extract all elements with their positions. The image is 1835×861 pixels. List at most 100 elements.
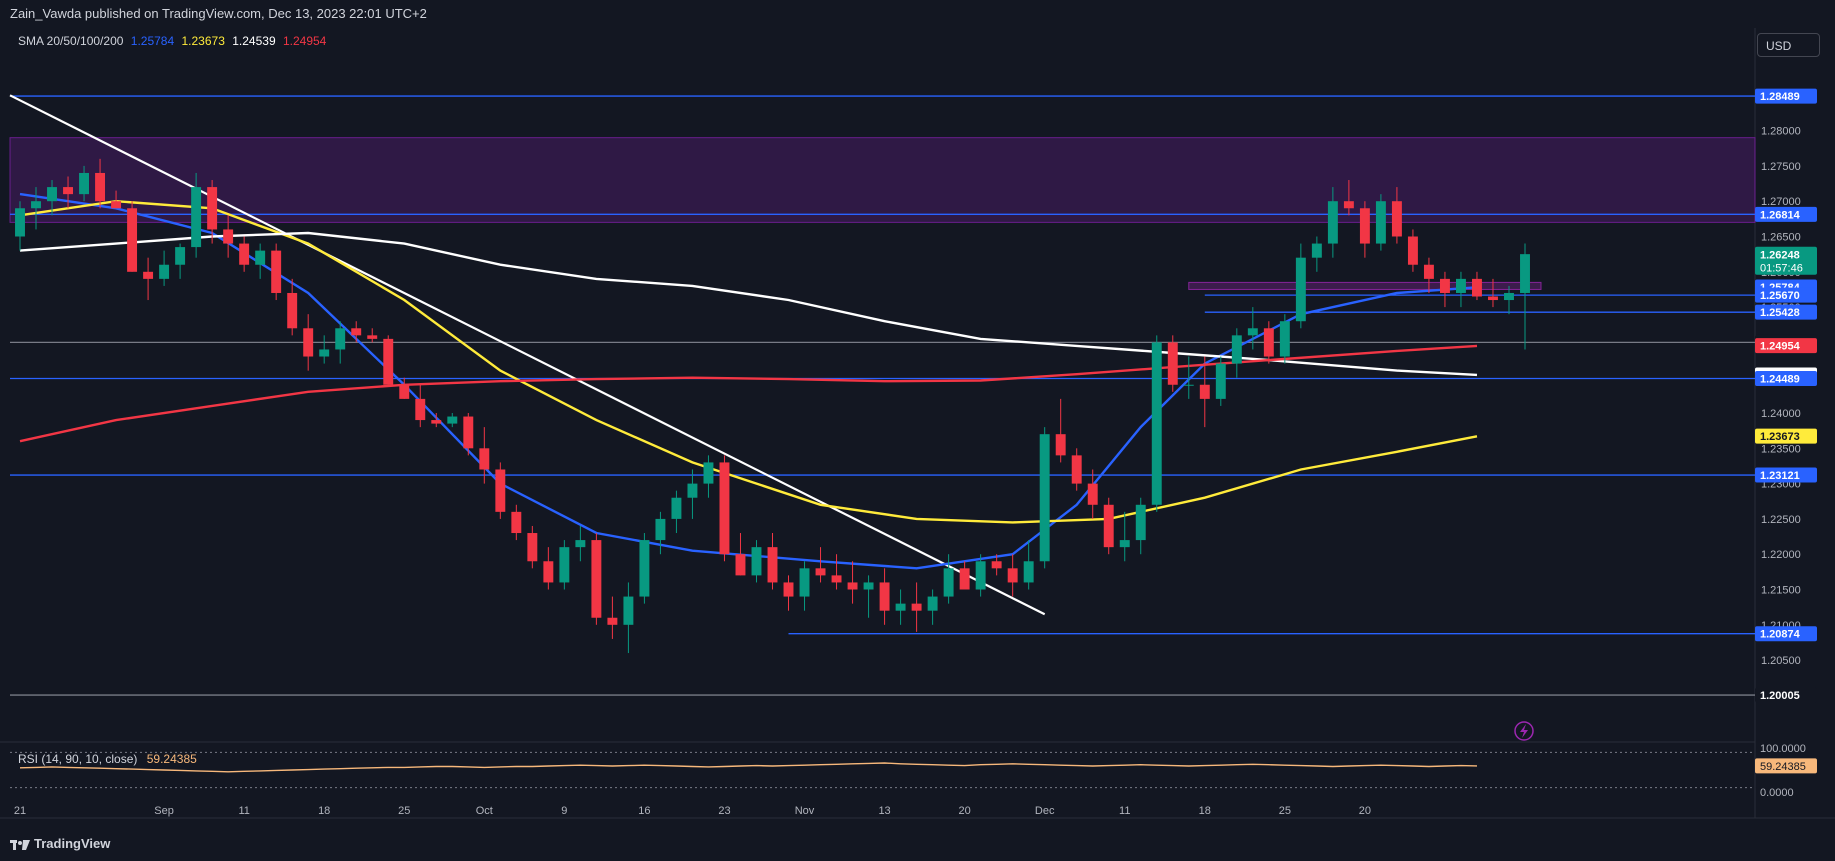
rsi-line[interactable] xyxy=(19,762,1478,773)
sma-legend[interactable]: SMA 20/50/100/200 1.25784 1.23673 1.2453… xyxy=(18,34,330,48)
candle[interactable] xyxy=(1423,264,1434,279)
candle[interactable] xyxy=(1407,236,1418,265)
candle[interactable] xyxy=(383,338,394,385)
candle[interactable] xyxy=(1071,455,1082,484)
currency-button[interactable]: USD xyxy=(1757,33,1820,57)
candle[interactable] xyxy=(447,416,458,424)
sma-line-sma200[interactable] xyxy=(19,344,1478,443)
candle[interactable] xyxy=(335,328,346,350)
candle[interactable] xyxy=(1183,384,1194,386)
candle[interactable] xyxy=(303,328,314,357)
candle[interactable] xyxy=(15,208,25,237)
candle[interactable] xyxy=(415,398,426,421)
candle[interactable] xyxy=(1327,201,1338,244)
candle[interactable] xyxy=(1199,384,1210,399)
sma-line-sma50[interactable] xyxy=(19,199,1478,524)
candle[interactable] xyxy=(655,518,666,541)
candle[interactable] xyxy=(975,561,986,590)
candle[interactable] xyxy=(511,511,522,534)
candle[interactable] xyxy=(1455,278,1466,293)
candle[interactable] xyxy=(607,617,618,625)
candle[interactable] xyxy=(559,547,570,583)
candle[interactable] xyxy=(863,582,874,590)
rsi-legend[interactable]: RSI (14, 90, 10, close) 59.24385 xyxy=(18,752,197,766)
candle[interactable] xyxy=(1472,278,1482,297)
candle[interactable] xyxy=(127,208,138,272)
candle[interactable] xyxy=(1039,434,1050,562)
trendline[interactable] xyxy=(9,94,1046,616)
candle[interactable] xyxy=(255,250,266,265)
candle[interactable] xyxy=(31,201,41,209)
candle[interactable] xyxy=(79,172,90,195)
candle[interactable] xyxy=(95,172,106,202)
candle[interactable] xyxy=(1504,292,1514,301)
candle[interactable] xyxy=(831,575,842,583)
candle[interactable] xyxy=(879,582,890,611)
candle[interactable] xyxy=(911,603,922,611)
candle[interactable] xyxy=(1023,561,1034,583)
candle[interactable] xyxy=(159,264,170,279)
candle[interactable] xyxy=(671,497,682,519)
candle[interactable] xyxy=(1231,335,1242,364)
candle[interactable] xyxy=(1375,201,1386,244)
tradingview-logo[interactable]: TradingView xyxy=(10,836,110,851)
candle[interactable] xyxy=(479,448,490,470)
sma-line-sma20[interactable] xyxy=(19,192,1478,570)
candle[interactable] xyxy=(1135,504,1146,541)
candle[interactable] xyxy=(719,462,730,555)
candle[interactable] xyxy=(1151,342,1162,505)
candle[interactable] xyxy=(47,187,57,202)
candle[interactable] xyxy=(1103,504,1114,548)
candle[interactable] xyxy=(399,384,410,399)
candle[interactable] xyxy=(207,187,218,230)
candle[interactable] xyxy=(1055,434,1066,456)
candle[interactable] xyxy=(959,568,970,590)
candle[interactable] xyxy=(1439,278,1450,293)
candle[interactable] xyxy=(623,596,634,625)
candle[interactable] xyxy=(639,540,650,597)
candle[interactable] xyxy=(735,554,746,576)
candle[interactable] xyxy=(847,582,858,590)
candle[interactable] xyxy=(1087,483,1098,505)
candle[interactable] xyxy=(703,462,714,484)
candle[interactable] xyxy=(575,540,586,548)
candle[interactable] xyxy=(943,568,954,597)
candle[interactable] xyxy=(799,568,810,597)
candle[interactable] xyxy=(543,561,554,583)
candle[interactable] xyxy=(1119,540,1130,548)
candle[interactable] xyxy=(991,561,1002,569)
candle[interactable] xyxy=(783,582,794,597)
candle[interactable] xyxy=(1167,342,1178,385)
candle[interactable] xyxy=(591,540,602,618)
candle[interactable] xyxy=(1263,328,1274,357)
candle[interactable] xyxy=(895,603,906,611)
candle[interactable] xyxy=(63,187,73,195)
sma-line-sma100[interactable] xyxy=(19,231,1478,377)
candle[interactable] xyxy=(687,483,698,498)
candle[interactable] xyxy=(1247,328,1258,336)
candle[interactable] xyxy=(815,568,826,576)
candle[interactable] xyxy=(495,469,506,512)
candle[interactable] xyxy=(351,328,362,336)
candle[interactable] xyxy=(431,420,442,424)
candle[interactable] xyxy=(367,335,378,339)
resistance-zone[interactable] xyxy=(1188,281,1542,290)
candle[interactable] xyxy=(1279,321,1290,357)
candle[interactable] xyxy=(143,271,154,279)
candle[interactable] xyxy=(1520,254,1530,293)
candle[interactable] xyxy=(1215,363,1226,399)
candle[interactable] xyxy=(927,596,938,611)
candle[interactable] xyxy=(767,547,778,583)
candle[interactable] xyxy=(1359,208,1370,244)
resistance-zone[interactable] xyxy=(9,137,1756,223)
candle[interactable] xyxy=(463,416,474,449)
candle[interactable] xyxy=(1488,296,1498,301)
lightning-icon[interactable] xyxy=(1514,721,1534,741)
candle[interactable] xyxy=(751,547,762,576)
candle[interactable] xyxy=(271,250,282,293)
candle[interactable] xyxy=(1295,257,1306,322)
candle[interactable] xyxy=(1343,201,1354,209)
candle[interactable] xyxy=(223,229,234,244)
candle[interactable] xyxy=(239,243,250,265)
